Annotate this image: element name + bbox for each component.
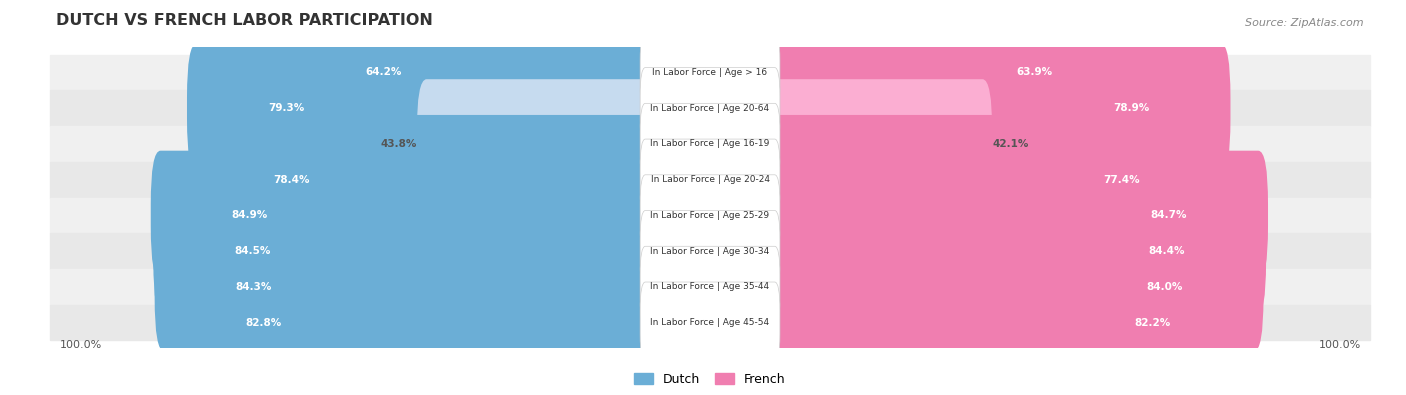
Text: In Labor Force | Age 25-29: In Labor Force | Age 25-29 bbox=[651, 211, 769, 220]
FancyBboxPatch shape bbox=[416, 79, 720, 209]
Text: 84.9%: 84.9% bbox=[232, 211, 269, 220]
Text: 84.3%: 84.3% bbox=[236, 282, 271, 292]
Text: 77.4%: 77.4% bbox=[1104, 175, 1140, 184]
FancyBboxPatch shape bbox=[700, 222, 1264, 352]
FancyBboxPatch shape bbox=[187, 43, 720, 173]
Bar bbox=[49, 126, 1371, 162]
Text: 84.4%: 84.4% bbox=[1149, 246, 1185, 256]
Text: In Labor Force | Age 45-54: In Labor Force | Age 45-54 bbox=[651, 318, 769, 327]
Bar bbox=[49, 162, 1371, 198]
Text: 82.8%: 82.8% bbox=[245, 318, 281, 327]
FancyBboxPatch shape bbox=[640, 32, 780, 113]
Text: 63.9%: 63.9% bbox=[1017, 68, 1053, 77]
Text: Source: ZipAtlas.com: Source: ZipAtlas.com bbox=[1246, 18, 1364, 28]
FancyBboxPatch shape bbox=[155, 222, 720, 352]
Text: In Labor Force | Age 35-44: In Labor Force | Age 35-44 bbox=[651, 282, 769, 292]
Text: In Labor Force | Age 30-34: In Labor Force | Age 30-34 bbox=[651, 246, 769, 256]
FancyBboxPatch shape bbox=[640, 211, 780, 292]
FancyBboxPatch shape bbox=[640, 175, 780, 256]
FancyBboxPatch shape bbox=[640, 139, 780, 220]
FancyBboxPatch shape bbox=[640, 68, 780, 149]
Text: 64.2%: 64.2% bbox=[366, 68, 402, 77]
Bar bbox=[49, 269, 1371, 305]
Text: 84.5%: 84.5% bbox=[235, 246, 270, 256]
FancyBboxPatch shape bbox=[640, 103, 780, 184]
Text: 78.9%: 78.9% bbox=[1114, 103, 1150, 113]
FancyBboxPatch shape bbox=[153, 186, 720, 316]
Bar bbox=[49, 198, 1371, 233]
FancyBboxPatch shape bbox=[700, 79, 993, 209]
Text: In Labor Force | Age > 16: In Labor Force | Age > 16 bbox=[652, 68, 768, 77]
FancyBboxPatch shape bbox=[700, 43, 1230, 173]
Text: 82.2%: 82.2% bbox=[1135, 318, 1171, 327]
FancyBboxPatch shape bbox=[285, 8, 720, 137]
FancyBboxPatch shape bbox=[700, 186, 1265, 316]
Text: 78.4%: 78.4% bbox=[274, 175, 311, 184]
FancyBboxPatch shape bbox=[640, 246, 780, 327]
Bar bbox=[49, 305, 1371, 340]
FancyBboxPatch shape bbox=[640, 282, 780, 363]
Legend: Dutch, French: Dutch, French bbox=[631, 369, 789, 389]
Bar bbox=[49, 55, 1371, 90]
Text: In Labor Force | Age 16-19: In Labor Force | Age 16-19 bbox=[651, 139, 769, 149]
FancyBboxPatch shape bbox=[700, 115, 1220, 245]
Bar bbox=[49, 233, 1371, 269]
Text: 84.7%: 84.7% bbox=[1150, 211, 1187, 220]
Text: DUTCH VS FRENCH LABOR PARTICIPATION: DUTCH VS FRENCH LABOR PARTICIPATION bbox=[56, 13, 433, 28]
Text: In Labor Force | Age 20-24: In Labor Force | Age 20-24 bbox=[651, 175, 769, 184]
Text: 100.0%: 100.0% bbox=[59, 340, 101, 350]
FancyBboxPatch shape bbox=[700, 150, 1268, 280]
Text: 42.1%: 42.1% bbox=[993, 139, 1029, 149]
Text: 84.0%: 84.0% bbox=[1146, 282, 1182, 292]
FancyBboxPatch shape bbox=[700, 258, 1251, 387]
FancyBboxPatch shape bbox=[165, 258, 720, 387]
Bar bbox=[49, 90, 1371, 126]
Text: 43.8%: 43.8% bbox=[381, 139, 416, 149]
Text: 100.0%: 100.0% bbox=[1319, 340, 1361, 350]
FancyBboxPatch shape bbox=[193, 115, 720, 245]
Text: 79.3%: 79.3% bbox=[269, 103, 304, 113]
Text: In Labor Force | Age 20-64: In Labor Force | Age 20-64 bbox=[651, 103, 769, 113]
FancyBboxPatch shape bbox=[700, 8, 1133, 137]
FancyBboxPatch shape bbox=[150, 150, 720, 280]
